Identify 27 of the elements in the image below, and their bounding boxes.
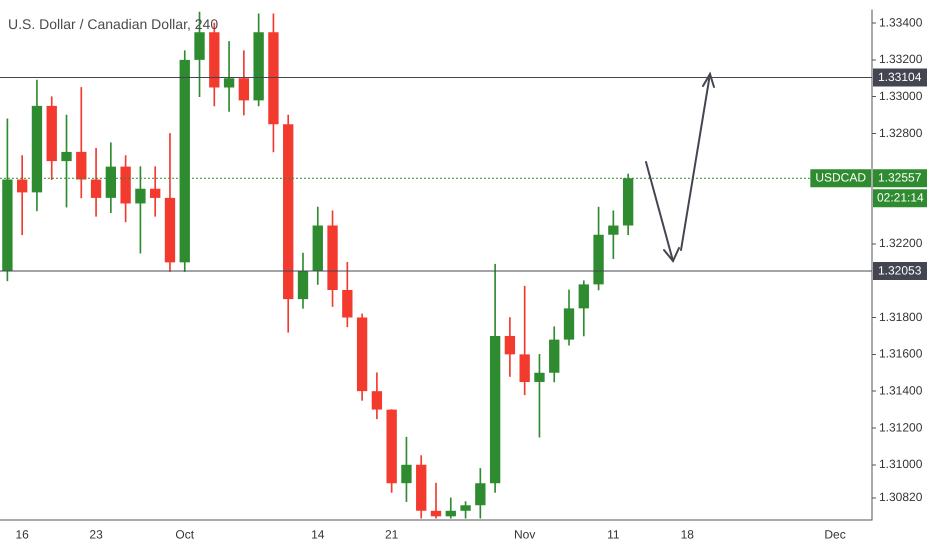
y-tick-label: 1.33000 bbox=[879, 89, 923, 104]
x-tick-label: 18 bbox=[680, 528, 694, 542]
y-tick-label: 1.32200 bbox=[879, 236, 923, 250]
x-tick-label: 21 bbox=[384, 528, 399, 542]
x-tick-label: 11 bbox=[607, 528, 620, 542]
y-tick-label: 1.31200 bbox=[879, 420, 923, 434]
y-tick-label: 1.33200 bbox=[879, 52, 923, 66]
x-tick-label: 23 bbox=[89, 528, 104, 542]
ref-line-label: 1.32053 bbox=[878, 263, 922, 278]
x-tick-label: Nov bbox=[514, 528, 536, 542]
x-tick-label: Oct bbox=[175, 528, 195, 542]
ref-line-label: 1.32557 bbox=[878, 170, 922, 185]
x-tick-label: Dec bbox=[824, 528, 846, 542]
ref-line-label: 1.33104 bbox=[878, 70, 922, 84]
x-tick-label: 16 bbox=[15, 528, 30, 542]
y-tick-label: 1.31000 bbox=[879, 457, 923, 472]
candlestick bbox=[430, 482, 442, 518]
y-tick-label: 1.31800 bbox=[879, 310, 923, 324]
text: 02:21:14 bbox=[877, 190, 924, 205]
y-tick-label: 1.31600 bbox=[879, 346, 923, 361]
y-tick-label: 1.32800 bbox=[879, 126, 923, 140]
x-tick-label: 14 bbox=[311, 528, 325, 542]
y-tick-label: 1.33400 bbox=[879, 15, 923, 30]
candlestick bbox=[534, 354, 545, 438]
annotation: USDCAD bbox=[815, 170, 866, 185]
y-tick-label: 1.30820 bbox=[879, 490, 923, 504]
y-tick-label: 1.31400 bbox=[879, 383, 923, 398]
